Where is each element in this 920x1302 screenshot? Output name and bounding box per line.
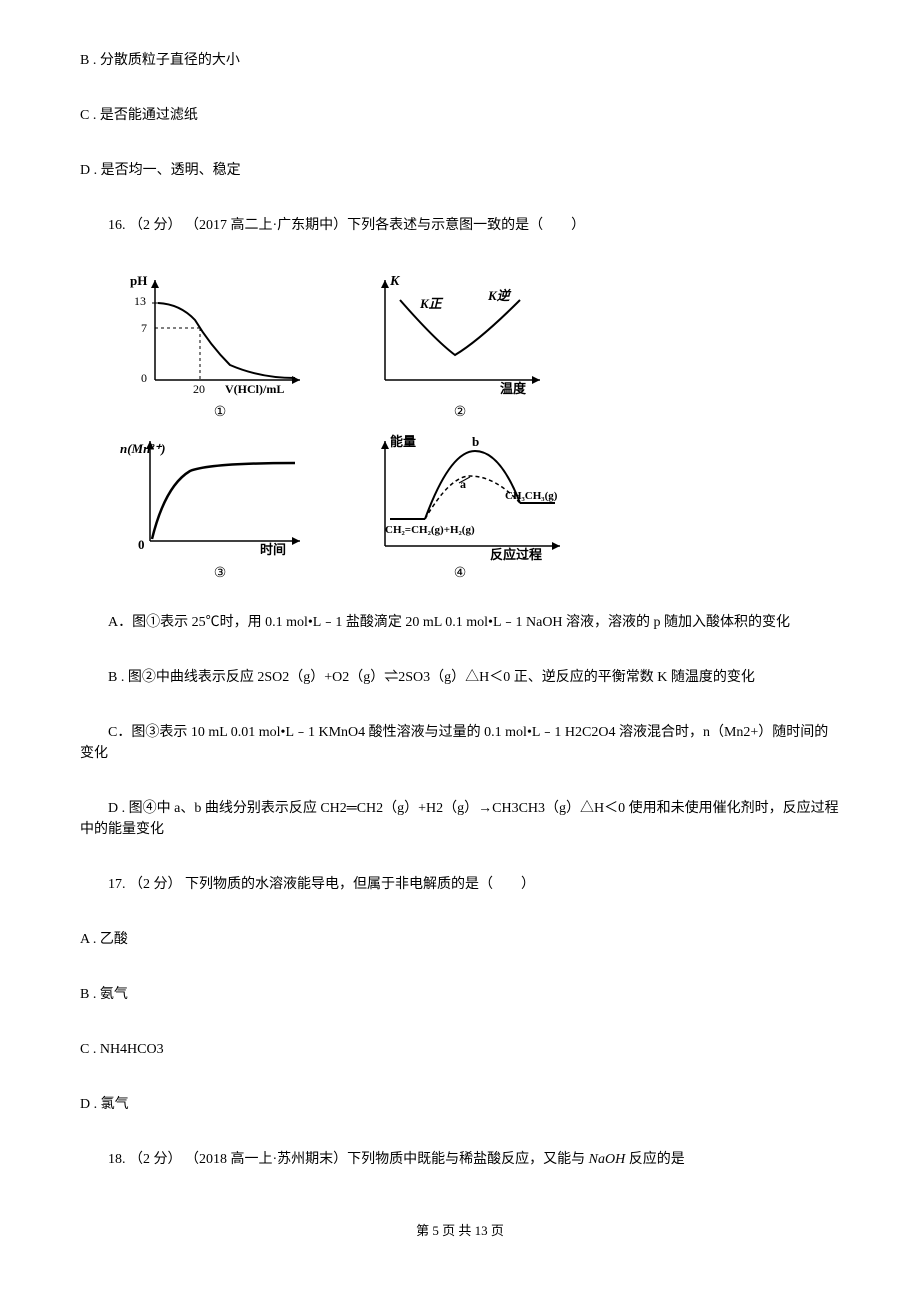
fig4-b: b: [472, 434, 479, 449]
fig3-origin: 0: [138, 537, 145, 552]
fig3-circled: ③: [120, 565, 320, 582]
fig1-xlabel: V(HCl)/mL: [225, 382, 284, 396]
fig4-right: CH₃CH₃(g): [505, 490, 558, 502]
fig1-xtick-20: 20: [193, 382, 205, 396]
q18-post: 反应的是: [625, 1152, 685, 1167]
figure-4: 能量 b a CH₃CH₃(g) CH₂=CH₂(g)+H₂(g) 反应过程 ④: [360, 431, 560, 582]
fig1-ytick-0: 0: [141, 371, 147, 385]
q18-pre: 18. （2 分） （2018 高一上·苏州期末）下列物质中既能与稀盐酸反应，又…: [108, 1152, 589, 1167]
fig2-ka: K正: [419, 296, 444, 311]
question-16: 16. （2 分） （2017 高二上·广东期中）下列各表述与示意图一致的是（ …: [80, 215, 840, 236]
fig3-ylabel: n(Mn²⁺): [120, 441, 165, 456]
fig1-ytick-7: 7: [141, 321, 147, 335]
question-17: 17. （2 分） 下列物质的水溶液能导电，但属于非电解质的是（ ）: [80, 874, 840, 895]
figure-1: pH 13 7 0 20 V(HCl)/mL ①: [120, 270, 320, 421]
fig2-circled: ②: [360, 404, 560, 421]
figure-3: n(Mn²⁺) 0 时间 ③: [120, 431, 320, 582]
q16-option-b: B . 图②中曲线表示反应 2SO2（g）+O2（g）⇌2SO3（g）△H＜0 …: [80, 667, 840, 688]
page-footer: 第 5 页 共 13 页: [80, 1220, 840, 1239]
fig4-xlabel: 反应过程: [490, 547, 542, 561]
q17-option-a: A . 乙酸: [80, 929, 840, 950]
prev-option-b: B . 分散质粒子直径的大小: [80, 50, 840, 71]
fig2-xlabel: 温度: [500, 381, 527, 396]
fig1-ylabel: pH: [130, 273, 147, 288]
q18-naoh: NaOH: [589, 1152, 626, 1167]
fig4-ylabel: 能量: [390, 434, 416, 449]
question-18: 18. （2 分） （2018 高一上·苏州期末）下列物质中既能与稀盐酸反应，又…: [80, 1149, 840, 1170]
fig4-circled: ④: [360, 565, 560, 582]
fig1-circled: ①: [120, 404, 320, 421]
prev-option-c: C . 是否能通过滤纸: [80, 105, 840, 126]
q16-option-d: D . 图④中 a、b 曲线分别表示反应 CH2═CH2（g）+H2（g）→CH…: [80, 798, 840, 840]
fig4-left: CH₂=CH₂(g)+H₂(g): [385, 524, 475, 536]
q17-option-b: B . 氨气: [80, 984, 840, 1005]
q17-option-d: D . 氯气: [80, 1094, 840, 1115]
q16-option-c: C．图③表示 10 mL 0.01 mol•L﹣1 KMnO4 酸性溶液与过量的…: [80, 722, 840, 764]
figure-2: K K正 K逆 温度 ②: [360, 270, 560, 421]
fig3-xlabel: 时间: [260, 542, 286, 557]
fig2-kb: K逆: [487, 288, 512, 303]
fig2-ylabel: K: [389, 274, 401, 289]
prev-option-d: D . 是否均一、透明、稳定: [80, 160, 840, 181]
q17-option-c: C . NH4HCO3: [80, 1039, 840, 1060]
fig1-ytick-13: 13: [134, 294, 146, 308]
fig4-a: a: [460, 477, 466, 491]
q16-option-a: A．图①表示 25℃时，用 0.1 mol•L﹣1 盐酸滴定 20 mL 0.1…: [80, 612, 840, 633]
figure-block: pH 13 7 0 20 V(HCl)/mL ①: [120, 270, 840, 582]
